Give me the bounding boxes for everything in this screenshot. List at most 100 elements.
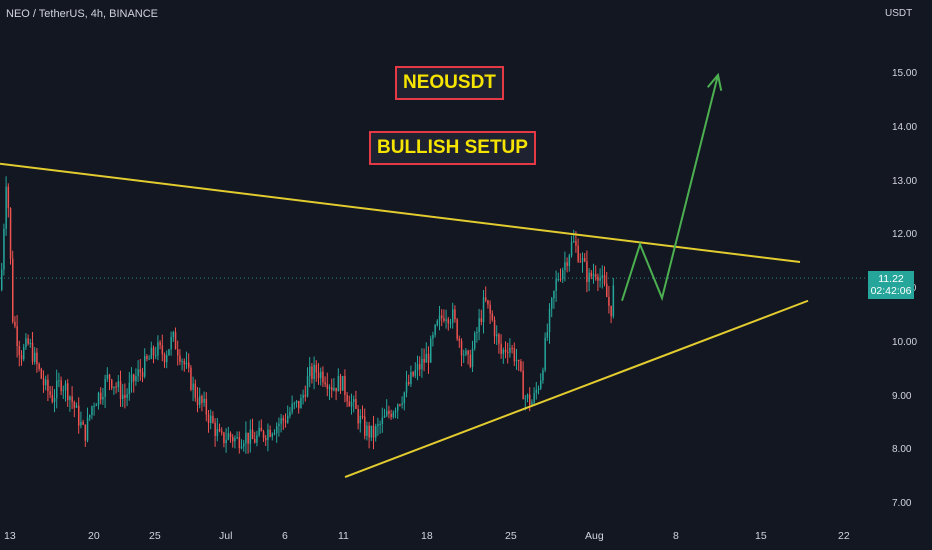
candle-body [100,392,102,400]
candle-body [282,418,285,421]
candle-body [201,396,203,403]
candle-body [526,394,529,399]
candle-body [504,349,507,352]
candle-body [368,425,370,438]
candle-body [315,364,318,373]
candle-body [137,369,139,377]
candle-body [67,383,69,401]
candle-body [359,416,362,424]
candle-body [9,208,12,259]
candle-body [403,392,406,404]
candle-body [262,431,265,439]
candle-body [458,338,461,341]
candle-body [493,319,496,337]
candle-body [540,380,542,389]
arrow-head [706,72,723,91]
candle-body [89,415,91,418]
trendline[interactable] [0,162,801,264]
candle-body [520,361,522,371]
candle-body [592,274,595,277]
candle-body [205,398,208,415]
candle-body [416,364,419,370]
candle-body [397,404,399,411]
candle-body [557,278,560,280]
candle-body [133,374,135,382]
candlestick-series [1,176,615,454]
candle-body [427,353,430,363]
candle-body [267,429,269,441]
candle-body [487,300,489,305]
bar-countdown: 02:42:06 [870,285,912,297]
symbol-annotation[interactable]: NEOUSDT [395,66,504,100]
y-tick-label: 12.00 [892,229,918,241]
candle-body [570,241,573,256]
candle-body [546,332,549,338]
candle-body [465,350,467,355]
candle-body [236,437,238,439]
candle-body [71,396,73,403]
y-tick-label: 15.00 [892,68,918,79]
setup-annotation[interactable]: BULLISH SETUP [369,131,536,165]
candle-body [491,313,494,320]
symbol-header[interactable]: NEO / TetherUS, 4h, BINANCE [6,8,159,20]
candle-body [599,278,601,281]
candle-body [430,338,432,363]
candle-body [302,394,304,398]
candle-body [223,432,225,444]
candle-body [12,258,14,322]
candle-body [218,428,221,432]
projection-arrow[interactable] [621,72,723,302]
candle-body [210,415,212,423]
candle-body [152,347,155,356]
candle-body [612,285,615,317]
candle-body [412,371,414,376]
candle-body [496,334,498,337]
y-axis-unit: USDT [885,8,913,19]
candle-body [161,345,164,355]
candle-body [353,399,355,402]
candle-body [188,362,190,368]
candle-body [185,362,188,365]
candle-body [157,342,159,356]
candle-body [280,418,282,424]
candle-body [331,387,333,391]
candle-body [144,356,146,377]
candle-body [463,354,465,356]
candle-body [260,427,263,432]
candle-body [590,272,593,277]
candle-body [364,416,366,436]
candle-body [322,371,324,383]
candle-body [7,186,10,209]
trendlines[interactable] [0,162,809,478]
candle-body [584,258,586,262]
candle-body [115,386,117,388]
candle-body [342,376,344,391]
candle-body [80,421,82,426]
candle-body [49,391,51,395]
candle-body [119,381,122,399]
candle-body [441,315,443,319]
candle-body [159,342,161,346]
candle-body [287,415,289,423]
candle-body [27,338,29,344]
projection-path[interactable] [621,74,719,302]
y-tick-label: 10.00 [892,336,918,348]
candle-body [568,255,571,266]
candle-body [291,403,293,413]
trendline[interactable] [344,299,809,478]
x-tick-label: 18 [421,530,433,542]
last-price-value: 11.22 [878,273,904,285]
candle-body [117,381,120,388]
candle-body [379,424,381,426]
candle-body [421,358,423,370]
candle-body [324,382,326,385]
candle-body [245,432,247,444]
candle-body [533,393,535,403]
candle-body [513,348,516,362]
candle-body [445,319,447,321]
candle-body [254,439,256,443]
x-tick-label: 20 [88,530,100,542]
candle-body [172,332,175,338]
candle-body [581,258,584,262]
